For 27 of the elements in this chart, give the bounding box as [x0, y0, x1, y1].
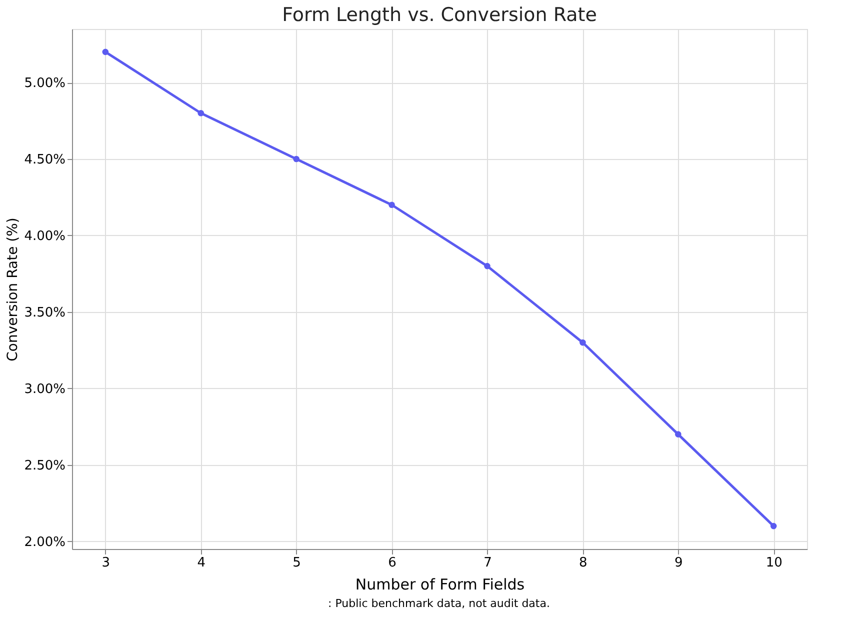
point [770, 522, 777, 530]
point [293, 156, 300, 162]
y-tick-label: 2.50% [24, 458, 66, 474]
point [198, 110, 204, 116]
y-tick-label: 3.00% [24, 382, 66, 397]
point [388, 202, 395, 208]
x-tick-label: 9 [674, 556, 683, 570]
y-tick-label: 2.00% [24, 534, 66, 550]
y-tick-label: 3.50% [24, 305, 66, 320]
x-tick-label: 8 [579, 556, 588, 570]
x-tick-label: 7 [484, 556, 492, 570]
x-tick-label: 3 [102, 556, 110, 570]
x-tick-label: 4 [197, 556, 206, 570]
y-tick-label: 4.50% [24, 152, 66, 168]
point [674, 431, 682, 438]
x-tick-label: 6 [388, 556, 396, 570]
chart-title: Form Length vs. Conversion Rate [282, 4, 597, 26]
point [484, 262, 490, 270]
x-tick-label: 10 [766, 556, 782, 570]
point [580, 339, 586, 346]
y-tick-label: 5.00% [24, 76, 66, 92]
y-axis-title: Conversion Rate (%) [5, 218, 22, 362]
text: : Public benchmark data, not audit data. [328, 597, 550, 610]
point [102, 48, 109, 56]
x-axis-title: Number of Form Fields [355, 576, 525, 594]
y-tick-label: 4.00% [24, 228, 66, 244]
x-tick-label: 5 [292, 556, 301, 570]
